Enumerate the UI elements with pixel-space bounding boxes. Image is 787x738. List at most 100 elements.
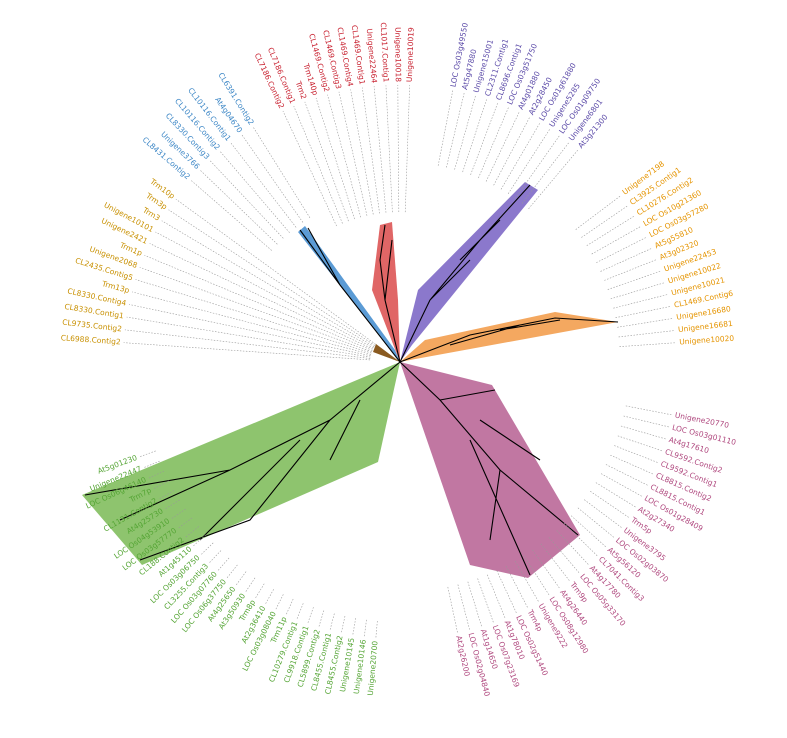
leaf-connector — [507, 128, 551, 194]
leaf-connector — [241, 134, 304, 223]
leaf-connector — [605, 464, 649, 486]
leaf-connector — [275, 594, 284, 610]
leaf-connector — [600, 247, 653, 272]
leaf-connector — [296, 603, 304, 620]
leaf-label: Trm13p — [100, 279, 131, 295]
leaf-connector — [613, 293, 669, 309]
leaf-connector — [514, 560, 539, 602]
leaf-connector — [373, 86, 387, 213]
leaf-connector — [615, 305, 672, 318]
leaf-connector — [610, 454, 654, 475]
leaf-connector — [446, 92, 465, 168]
leaf-connector — [265, 589, 274, 605]
leaf-connector — [548, 537, 580, 574]
leaf-connector — [485, 111, 520, 182]
leaf-connector — [514, 135, 560, 199]
leaf-connector — [318, 610, 325, 627]
leaf-connector — [447, 586, 458, 634]
leaf-connector — [144, 254, 373, 351]
leaf-connector — [190, 180, 272, 251]
leaf-connector — [199, 169, 278, 245]
leaf-connector — [217, 557, 230, 571]
leaf-connector — [556, 530, 589, 566]
leaf-connector — [139, 450, 156, 458]
leaf-label: Unigene10018 — [393, 27, 402, 82]
leaf-connector — [230, 142, 297, 228]
leaf-connector — [385, 85, 393, 213]
clade-shading — [82, 182, 618, 578]
leaf-connector — [595, 482, 637, 508]
leaf-connector — [614, 445, 659, 463]
leaf-label: Unigene10019 — [405, 27, 416, 82]
leaf-connector — [338, 91, 368, 216]
leaf-connector — [617, 435, 663, 452]
leaf-connector — [293, 106, 343, 224]
leaf-connector — [404, 85, 410, 213]
leaf-connector — [209, 160, 284, 239]
leaf-connector — [226, 564, 238, 579]
leaf-connector — [590, 491, 630, 518]
leaf-connector — [307, 607, 314, 624]
leaf-connector — [478, 107, 509, 179]
leaf-connector — [477, 578, 494, 623]
leaf-connector — [128, 304, 371, 357]
leaf-connector — [610, 282, 666, 300]
leaf-label: Unigene10020 — [679, 334, 735, 347]
clade-area — [400, 362, 580, 578]
leaf-connector — [200, 542, 214, 555]
leaf-connector — [304, 101, 349, 222]
leaf-connector — [341, 616, 346, 633]
leaf-connector — [139, 266, 372, 353]
leaf-connector — [586, 215, 636, 246]
leaf-connector — [505, 565, 529, 608]
branch — [379, 224, 401, 363]
leaf-connector — [285, 598, 294, 615]
leaf-connector — [577, 507, 615, 538]
leaf-connector — [591, 225, 642, 255]
leaf-connector — [135, 279, 372, 354]
leaf-connector — [493, 117, 530, 186]
leaf-connector — [282, 110, 337, 227]
branches — [84, 184, 619, 576]
leaf-connector — [532, 549, 560, 589]
leaf-label: CL1017.Contig1 — [379, 22, 391, 83]
leaf-connector — [581, 205, 629, 238]
leaf-connector — [607, 270, 662, 290]
leaf-connector — [252, 126, 311, 218]
leaf-connector — [126, 316, 371, 358]
branch — [399, 361, 579, 576]
leaf-connector — [131, 291, 372, 355]
clade-area — [373, 344, 400, 362]
leaf-connector — [235, 571, 247, 586]
leaf-connector — [124, 329, 371, 359]
leaf-connector — [523, 555, 550, 596]
leaf-connector — [437, 90, 454, 166]
leaf-label: Unigene22464 — [365, 28, 379, 84]
leaf-connector — [563, 522, 598, 557]
leaf-connector — [155, 231, 374, 349]
leaf-connector — [500, 122, 541, 190]
leaf-connector — [209, 550, 222, 564]
leaf-connector — [604, 258, 658, 281]
leaf-connector — [149, 243, 374, 350]
leaf-connector — [175, 198, 376, 345]
leaf-connector — [350, 89, 374, 215]
clade-area — [298, 226, 400, 362]
leaf-connector — [454, 95, 476, 170]
leaf-connector — [219, 151, 290, 233]
leaf-connector — [397, 85, 400, 213]
leaf-connector — [620, 425, 667, 440]
leaf-connector — [540, 543, 570, 582]
branch — [399, 184, 531, 363]
clade-area — [400, 312, 618, 362]
leaf-connector — [528, 149, 579, 209]
leaf-connector — [329, 613, 335, 631]
leaf-label: Unigene20700 — [366, 640, 380, 696]
leaf-connector — [584, 499, 623, 529]
leaf-connector — [168, 209, 376, 346]
leaf-connector — [123, 342, 371, 361]
leaf-connector — [255, 583, 265, 599]
leaf-connector — [315, 97, 355, 220]
leaf-connector — [375, 620, 378, 638]
